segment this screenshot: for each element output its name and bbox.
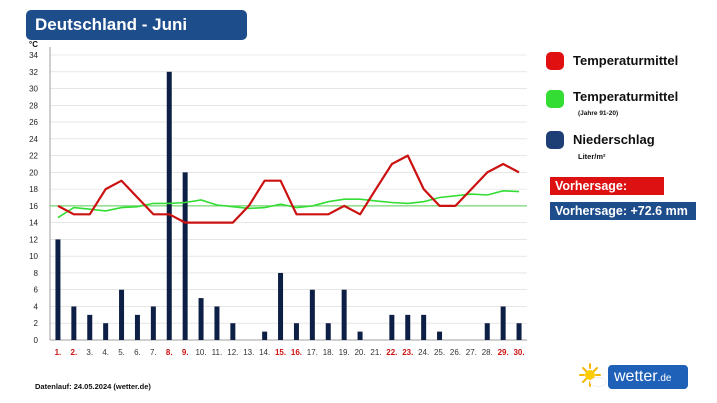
y-unit-label: °C (29, 40, 38, 49)
sun-cloud-icon (579, 363, 607, 387)
precip-bar (150, 306, 156, 340)
precip-bar (325, 323, 331, 340)
y-tick-label: 0 (34, 336, 39, 345)
legend-precip-unit: Liter/m² (578, 152, 606, 161)
x-tick-label: 14. (259, 348, 270, 357)
x-tick-label: 21. (370, 348, 381, 357)
logo-tld: .de (657, 373, 672, 384)
precip-bar (357, 331, 363, 340)
x-tick-label: 8. (166, 348, 173, 357)
legend-temp-label: Temperaturmittel (573, 53, 679, 68)
x-tick-label: 9. (182, 348, 189, 357)
x-tick-label: 27. (466, 348, 477, 357)
precip-bar (437, 331, 443, 340)
x-tick-label: 4. (102, 348, 109, 357)
temperature-lines (57, 154, 520, 224)
x-tick-label: 2. (71, 348, 78, 357)
x-tick-label: 1. (55, 348, 62, 357)
y-tick-label: 8 (34, 269, 39, 278)
precip-bar (500, 306, 506, 340)
y-tick-label: 28 (29, 101, 38, 110)
legend-normal-swatch (546, 90, 564, 108)
y-tick-label: 12 (29, 235, 38, 244)
x-tick-label: 26. (450, 348, 461, 357)
precip-bar (389, 314, 395, 340)
logo-main: wetter (614, 368, 658, 385)
y-tick-label: 30 (29, 85, 38, 94)
x-tick-label: 16. (291, 348, 302, 357)
x-tick-label: 5. (118, 348, 125, 357)
x-tick-label: 6. (134, 348, 141, 357)
precip-bar (166, 71, 172, 340)
precip-bar (198, 298, 204, 340)
mean-temp-line (57, 154, 520, 224)
x-tick-label: 13. (243, 348, 254, 357)
x-tick-label: 20. (354, 348, 365, 357)
x-tick-label: 28. (482, 348, 493, 357)
y-tick-label: 6 (34, 286, 39, 295)
precip-bar (278, 272, 284, 340)
wetter-logo[interactable]: wetter.de (608, 365, 688, 389)
y-tick-label: 32 (29, 68, 38, 77)
precip-bar (405, 314, 411, 340)
precip-bar (516, 323, 522, 340)
legend-precip-label: Niederschlag (573, 132, 655, 147)
y-tick-label: 14 (29, 219, 38, 228)
precip-bar (119, 289, 125, 340)
legend-precip-swatch (546, 131, 564, 149)
precip-bar (71, 306, 77, 340)
x-tick-label: 30. (513, 348, 524, 357)
precip-bar (484, 323, 490, 340)
precip-bar (262, 331, 268, 340)
precip-bar (103, 323, 109, 340)
x-tick-label: 22. (386, 348, 397, 357)
y-tick-label: 16 (29, 202, 38, 211)
x-tick-label: 25. (434, 348, 445, 357)
x-axis-ticks: 1. 2. 3. 4. 5. 6. 7. 8. 9. 10. 11. 12. 13. 14. 15. 16. 1… (55, 348, 525, 357)
x-tick-label: 18. (323, 348, 334, 357)
precip-bar (134, 314, 140, 340)
legend-temp-swatch (546, 52, 564, 70)
y-tick-label: 4 (34, 302, 39, 311)
y-tick-label: 10 (29, 252, 38, 261)
x-tick-label: 3. (86, 348, 93, 357)
y-tick-label: 22 (29, 152, 38, 161)
y-tick-label: 26 (29, 118, 38, 127)
legend-normal-sub: (Jahre 91-20) (578, 110, 619, 117)
legend-normal-label: Temperaturmittel (573, 89, 679, 104)
y-tick-label: 34 (29, 51, 38, 60)
x-tick-label: 17. (307, 348, 318, 357)
precip-bar (309, 289, 315, 340)
y-tick-label: 2 (34, 319, 39, 328)
precip-bar (182, 172, 188, 340)
precip-bar (341, 289, 347, 340)
y-tick-label: 24 (29, 135, 38, 144)
forecast-precip-badge: Vorhersage: +72.6 mm (550, 202, 696, 220)
precip-bar (230, 323, 236, 340)
x-tick-label: 12. (227, 348, 238, 357)
y-tick-label: 20 (29, 168, 38, 177)
x-tick-label: 24. (418, 348, 429, 357)
precip-bars (55, 71, 522, 340)
data-run-note: Datenlauf: 24.05.2024 (wetter.de) (35, 382, 151, 391)
y-tick-label: 18 (29, 185, 38, 194)
precip-bar (421, 314, 427, 340)
precip-bar (55, 239, 61, 340)
x-tick-label: 19. (339, 348, 350, 357)
x-tick-label: 10. (195, 348, 206, 357)
precip-bar (214, 306, 220, 340)
normal-temp-line (57, 189, 520, 219)
x-tick-label: 11. (212, 348, 223, 357)
forecast-temp-badge: Vorhersage: +0.8° (550, 177, 664, 211)
grid-lines (49, 47, 527, 341)
precip-bar (293, 323, 299, 340)
page-title: Deutschland - Juni (26, 10, 247, 40)
x-tick-label: 15. (275, 348, 286, 357)
x-tick-label: 23. (402, 348, 413, 357)
precip-bar (87, 314, 93, 340)
x-tick-label: 7. (150, 348, 157, 357)
x-tick-label: 29. (498, 348, 509, 357)
